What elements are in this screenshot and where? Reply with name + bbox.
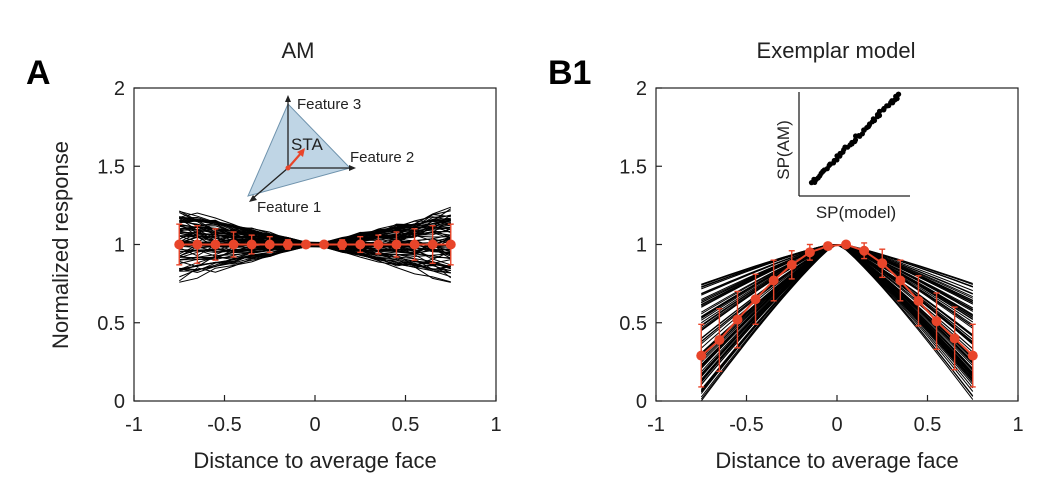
mean-point bbox=[264, 239, 275, 250]
origin-dot bbox=[285, 165, 291, 171]
inset-xlabel: SP(model) bbox=[816, 203, 896, 222]
mean-point bbox=[949, 333, 960, 344]
x-tick-label: -1 bbox=[125, 414, 143, 436]
cell-curve bbox=[179, 218, 451, 245]
feature-2-label: Feature 2 bbox=[350, 149, 414, 166]
y-tick-label: 1.5 bbox=[619, 156, 647, 178]
panel-a-title: AM bbox=[282, 38, 315, 63]
mean-point bbox=[409, 239, 420, 250]
inset-point bbox=[896, 91, 902, 97]
mean-point bbox=[967, 350, 978, 361]
mean-point bbox=[696, 350, 707, 361]
mean-point bbox=[337, 239, 348, 250]
cell-curve bbox=[179, 245, 451, 283]
y-tick-label: 0.5 bbox=[619, 313, 647, 335]
cell-curve bbox=[179, 246, 451, 278]
cell-curve bbox=[700, 243, 974, 380]
y-tick-label: 1 bbox=[114, 235, 125, 257]
mean-point bbox=[786, 259, 797, 270]
inset-scatter-points bbox=[808, 91, 902, 186]
inset-point bbox=[852, 137, 859, 143]
mean-point bbox=[768, 275, 779, 286]
y-tick-label: 0 bbox=[114, 391, 125, 413]
mean-point bbox=[391, 239, 402, 250]
panel-b1-mean-series bbox=[696, 239, 978, 388]
panel-a-mean-series bbox=[174, 223, 456, 266]
panel-b1-xlabel: Distance to average face bbox=[715, 448, 958, 473]
y-tick-label: 1.5 bbox=[97, 156, 125, 178]
x-tick-label: -1 bbox=[647, 414, 665, 436]
mean-point bbox=[750, 294, 761, 305]
y-tick-label: 0 bbox=[636, 391, 647, 413]
mean-point bbox=[319, 239, 330, 250]
mean-point bbox=[300, 239, 311, 250]
inset-point bbox=[870, 116, 877, 122]
x-tick-label: 0 bbox=[831, 414, 842, 436]
mean-line bbox=[700, 243, 974, 357]
mean-point bbox=[732, 314, 743, 325]
mean-point bbox=[859, 245, 870, 256]
panel-b1-yticks: 0 0.5 1 1.5 2 bbox=[619, 78, 662, 413]
panel-letter-a: A bbox=[26, 54, 51, 92]
y-tick-label: 1 bbox=[636, 235, 647, 257]
panel-a-plot: -1 -0.5 0 0.5 1 0 0.5 1 1.5 2 bbox=[97, 78, 501, 436]
mean-point bbox=[427, 239, 438, 250]
panel-a-xticks: -1 -0.5 0 0.5 1 bbox=[125, 395, 502, 436]
sta-vector bbox=[287, 151, 303, 169]
panel-a-yticks: 0 0.5 1 1.5 2 bbox=[97, 78, 140, 413]
mean-point bbox=[931, 316, 942, 327]
panel-letter-b1: B1 bbox=[548, 54, 591, 92]
panel-a-ylabel: Normalized response bbox=[48, 141, 73, 349]
panel-b1-title: Exemplar model bbox=[757, 38, 916, 63]
panel-a-inset-diagram: Feature 3 STA Feature 2 Feature 1 bbox=[247, 95, 414, 216]
feature-triangle bbox=[247, 103, 351, 197]
mean-point bbox=[841, 239, 852, 250]
mean-point bbox=[192, 239, 203, 250]
feature-1-axis bbox=[251, 167, 289, 200]
cell-curve bbox=[700, 243, 974, 380]
mean-point bbox=[895, 275, 906, 286]
cell-curve bbox=[179, 208, 452, 243]
mean-point bbox=[714, 334, 725, 345]
mean-point bbox=[174, 239, 185, 250]
x-tick-label: 0.5 bbox=[392, 414, 420, 436]
mean-point bbox=[445, 239, 456, 250]
x-tick-label: 1 bbox=[1012, 414, 1023, 436]
mean-point bbox=[246, 239, 257, 250]
y-tick-label: 2 bbox=[636, 78, 647, 100]
panel-b1-inset-scatter: SP(model) SP(AM) bbox=[774, 91, 910, 222]
mean-point bbox=[282, 239, 293, 250]
inset-point bbox=[876, 112, 883, 119]
y-tick-label: 0.5 bbox=[97, 313, 125, 335]
mean-point bbox=[355, 239, 366, 250]
mean-point bbox=[822, 241, 833, 252]
inset-point bbox=[834, 157, 840, 163]
feature-3-arrowhead bbox=[285, 95, 291, 102]
cell-curve bbox=[700, 243, 974, 380]
sta-arrowhead bbox=[297, 148, 305, 157]
x-tick-label: 1 bbox=[490, 414, 501, 436]
mean-point bbox=[373, 239, 384, 250]
feature-2-arrowhead bbox=[349, 165, 356, 171]
feature-1-arrowhead bbox=[249, 195, 257, 202]
x-tick-label: -0.5 bbox=[207, 414, 241, 436]
panel-b1-plot: -1 -0.5 0 0.5 1 0 0.5 1 1.5 2 bbox=[619, 78, 1023, 436]
feature-3-label: Feature 3 bbox=[297, 96, 361, 113]
mean-point bbox=[913, 295, 924, 306]
panel-a-xlabel: Distance to average face bbox=[193, 448, 436, 473]
mean-point bbox=[228, 239, 239, 250]
panel-b1-xticks: -1 -0.5 0 0.5 1 bbox=[647, 395, 1024, 436]
sta-label: STA bbox=[291, 135, 323, 154]
inset-ylabel: SP(AM) bbox=[774, 120, 793, 180]
x-tick-label: 0.5 bbox=[914, 414, 942, 436]
mean-point bbox=[210, 239, 221, 250]
feature-1-label: Feature 1 bbox=[257, 199, 321, 216]
mean-point bbox=[804, 247, 815, 258]
mean-point bbox=[877, 258, 888, 269]
x-tick-label: -0.5 bbox=[729, 414, 763, 436]
y-tick-label: 2 bbox=[114, 78, 125, 100]
x-tick-label: 0 bbox=[309, 414, 320, 436]
